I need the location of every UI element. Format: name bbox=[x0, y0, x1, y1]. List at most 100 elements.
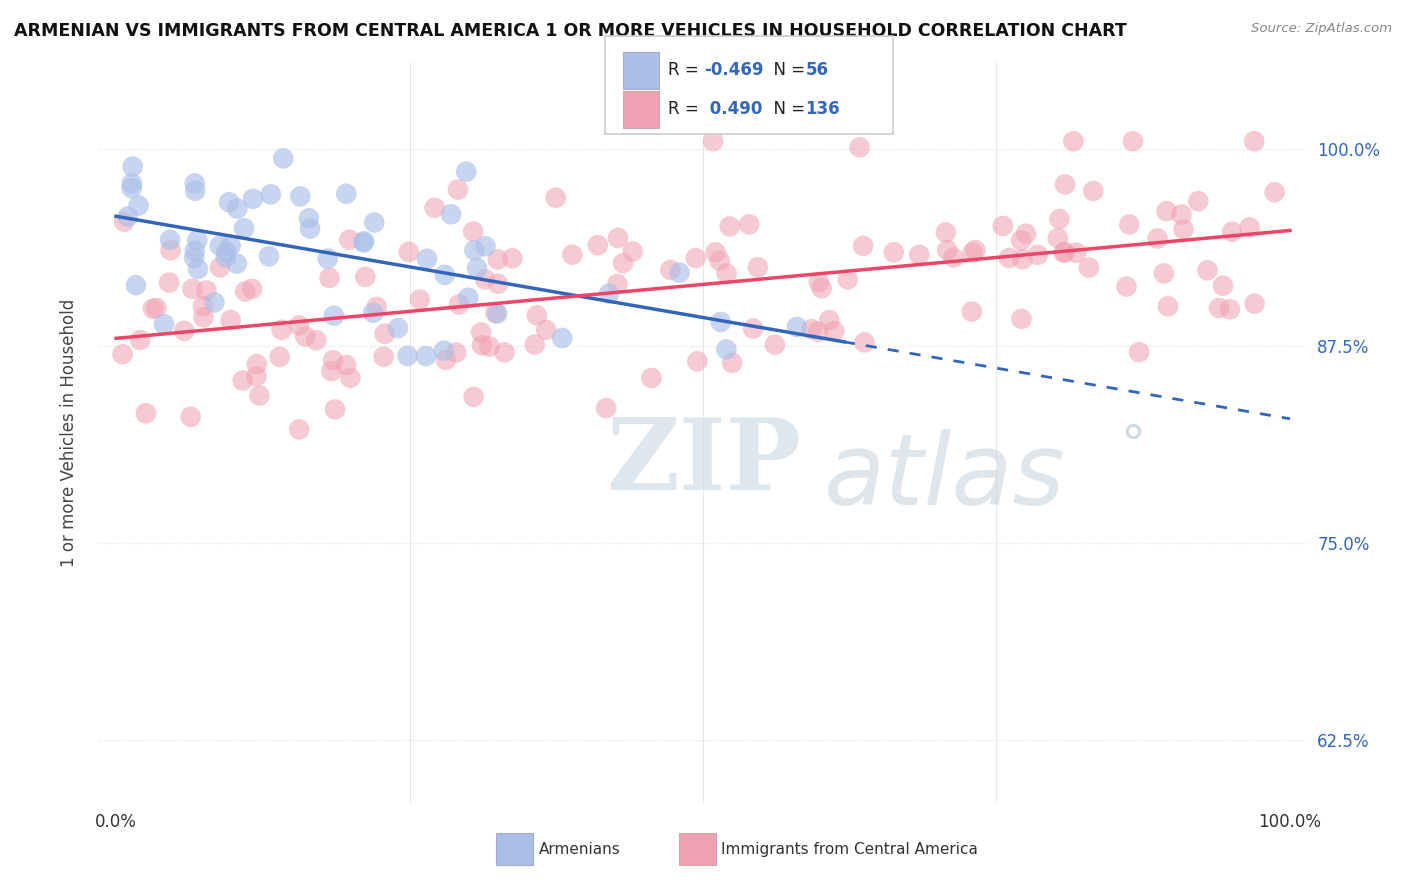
Point bbox=[183, 177, 205, 191]
Point bbox=[763, 337, 786, 351]
Point bbox=[353, 235, 375, 250]
Point bbox=[686, 354, 709, 368]
Text: 56: 56 bbox=[806, 61, 828, 78]
Point bbox=[433, 268, 456, 282]
Point bbox=[353, 235, 375, 249]
Point bbox=[800, 322, 823, 336]
Point bbox=[444, 345, 467, 359]
Point bbox=[1115, 279, 1137, 293]
Point bbox=[374, 326, 396, 341]
Point bbox=[606, 277, 628, 291]
Point bbox=[193, 310, 215, 325]
Point bbox=[423, 201, 446, 215]
Point bbox=[184, 244, 207, 258]
Point bbox=[526, 308, 548, 322]
Point bbox=[1153, 266, 1175, 280]
Point bbox=[129, 333, 152, 347]
Point bbox=[612, 256, 634, 270]
Point bbox=[1049, 212, 1071, 227]
Point bbox=[440, 207, 463, 221]
Point bbox=[208, 238, 231, 252]
Point bbox=[159, 244, 181, 258]
Point bbox=[1128, 345, 1150, 359]
Point bbox=[486, 252, 509, 267]
Point bbox=[807, 325, 830, 339]
Point bbox=[242, 192, 264, 206]
Point bbox=[1010, 234, 1032, 248]
Point bbox=[187, 261, 209, 276]
Point bbox=[991, 219, 1014, 233]
Point bbox=[935, 226, 957, 240]
Point bbox=[685, 251, 707, 265]
Point bbox=[409, 293, 432, 307]
Point bbox=[195, 284, 218, 298]
Point bbox=[191, 299, 214, 313]
Point bbox=[501, 252, 523, 266]
Point bbox=[173, 324, 195, 338]
Point bbox=[121, 177, 143, 191]
Point bbox=[323, 402, 346, 417]
Point bbox=[321, 364, 343, 378]
Point bbox=[818, 313, 841, 327]
Point bbox=[710, 315, 733, 329]
Point bbox=[702, 134, 724, 148]
Point bbox=[561, 247, 583, 261]
Point bbox=[810, 281, 832, 295]
Point bbox=[1220, 225, 1243, 239]
Point bbox=[233, 285, 256, 299]
Text: ARMENIAN VS IMMIGRANTS FROM CENTRAL AMERICA 1 OR MORE VEHICLES IN HOUSEHOLD CORR: ARMENIAN VS IMMIGRANTS FROM CENTRAL AMER… bbox=[14, 22, 1126, 40]
Text: N =: N = bbox=[763, 61, 811, 78]
Point bbox=[215, 250, 238, 264]
Point bbox=[621, 244, 644, 259]
Point bbox=[523, 337, 546, 351]
Point bbox=[1010, 311, 1032, 326]
Point bbox=[117, 210, 139, 224]
Point bbox=[852, 239, 875, 253]
Text: Source: ZipAtlas.com: Source: ZipAtlas.com bbox=[1251, 22, 1392, 36]
Point bbox=[457, 291, 479, 305]
Text: R =: R = bbox=[668, 61, 704, 78]
Point bbox=[322, 353, 344, 368]
Point bbox=[363, 216, 385, 230]
Point bbox=[1264, 185, 1286, 199]
Point bbox=[434, 352, 457, 367]
Point bbox=[305, 333, 328, 347]
Point bbox=[598, 286, 620, 301]
Point bbox=[361, 306, 384, 320]
Point bbox=[112, 215, 135, 229]
Point bbox=[721, 356, 744, 370]
Point bbox=[183, 251, 205, 265]
Point bbox=[246, 357, 269, 371]
Point bbox=[226, 202, 249, 216]
Point bbox=[716, 267, 738, 281]
Text: atlas: atlas bbox=[824, 428, 1066, 525]
Point bbox=[1212, 278, 1234, 293]
Point bbox=[474, 272, 496, 286]
Point bbox=[447, 183, 470, 197]
Point bbox=[1243, 134, 1265, 148]
Point bbox=[121, 160, 143, 174]
Point bbox=[337, 233, 360, 247]
Point bbox=[465, 261, 488, 276]
Point bbox=[908, 248, 931, 262]
Point bbox=[1157, 299, 1180, 313]
Point bbox=[219, 239, 242, 253]
Point bbox=[1026, 248, 1049, 262]
Point bbox=[257, 249, 280, 263]
Point bbox=[718, 219, 741, 234]
Point bbox=[668, 266, 690, 280]
Point bbox=[208, 260, 231, 275]
Point bbox=[354, 269, 377, 284]
Point bbox=[366, 300, 388, 314]
Text: °: ° bbox=[1121, 424, 1144, 472]
Point bbox=[1118, 218, 1140, 232]
Text: 0.490: 0.490 bbox=[704, 100, 763, 118]
Point bbox=[416, 252, 439, 266]
Point bbox=[433, 343, 456, 358]
Point bbox=[1077, 260, 1099, 275]
Point bbox=[247, 388, 270, 402]
Point bbox=[962, 245, 984, 260]
Point bbox=[1053, 244, 1076, 259]
Text: ZIP: ZIP bbox=[606, 414, 801, 511]
Point bbox=[157, 276, 180, 290]
